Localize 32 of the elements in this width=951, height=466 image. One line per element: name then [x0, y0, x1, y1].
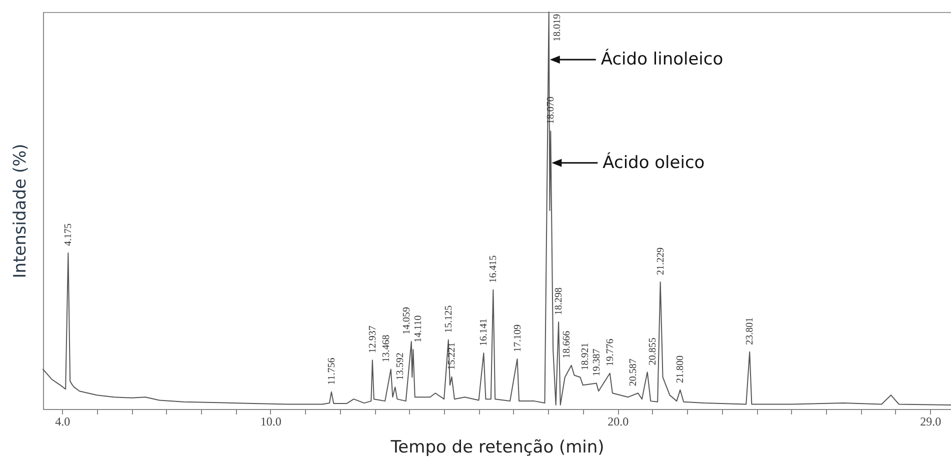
annotation: 16.415 [488, 255, 500, 283]
annotation: 21.800 [675, 355, 686, 383]
annotation: 18.921 [580, 342, 592, 370]
annotation: 23.801 [744, 317, 756, 345]
annotation: 20.587 [628, 358, 640, 386]
annotation: Ácido oleico [602, 152, 705, 173]
annotation: 18.070 [546, 96, 557, 124]
annotation: 14.110 [413, 315, 424, 342]
x-axis-title: Tempo de retenção (min) [390, 438, 604, 458]
annotation: 13.592 [395, 352, 406, 380]
annotation: 11.756 [326, 358, 338, 385]
annotation: 18.298 [554, 288, 565, 316]
annotation: 18.019 [552, 14, 563, 42]
annotation: 21.229 [655, 247, 666, 275]
annotation: 19.387 [591, 348, 602, 376]
annotation: 17.109 [512, 324, 524, 352]
x-tick-label: 20.0 [608, 414, 629, 428]
annotation: 13.468 [380, 334, 392, 362]
x-tick-label: 4.0 [55, 414, 70, 428]
x-tick-label: 10.0 [260, 414, 282, 428]
annotation: 16.141 [478, 318, 490, 346]
annotation: Ácido linoleico [600, 48, 724, 70]
annotation: 18.666 [561, 330, 572, 358]
annotation: 12.937 [367, 326, 378, 354]
annotation: 15.221 [446, 342, 458, 370]
x-tick-label: 29.0 [920, 414, 942, 428]
annotation: 4.175 [63, 223, 74, 246]
annotation: 20.855 [647, 338, 658, 366]
annotation: 19.776 [604, 338, 616, 366]
annotation: 15.125 [443, 305, 454, 333]
y-axis-title: Intensidade (%) [10, 144, 30, 278]
annotation: 14.059 [401, 307, 412, 335]
